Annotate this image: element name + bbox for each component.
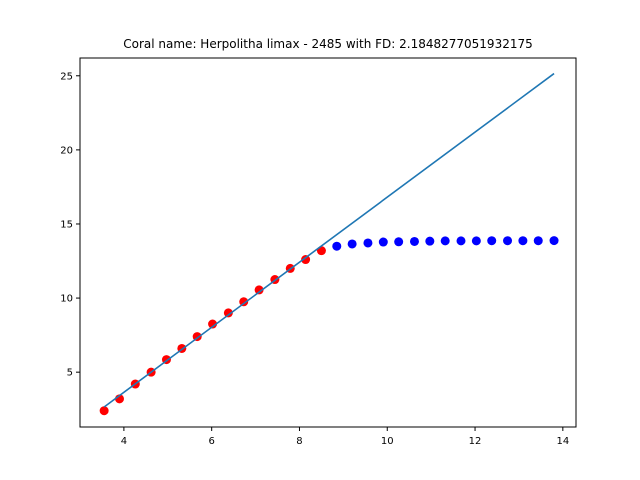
x-tick-label: 4 — [121, 436, 127, 447]
data-point — [301, 255, 311, 265]
data-point — [503, 236, 513, 246]
y-tick-label: 10 — [60, 294, 73, 305]
data-point — [456, 236, 466, 246]
data-point — [223, 308, 233, 318]
x-tick-label: 6 — [208, 436, 214, 447]
x-tick-label: 8 — [296, 436, 302, 447]
data-point — [487, 236, 497, 246]
data-point — [394, 237, 404, 247]
fit-line — [103, 72, 555, 408]
data-point — [347, 239, 357, 249]
chart-title: Coral name: Herpolitha limax - 2485 with… — [123, 37, 533, 51]
y-tick-label: 5 — [67, 368, 73, 379]
data-point — [254, 285, 264, 295]
data-point — [409, 236, 419, 246]
axes: 4 6 8 10 12 14 5 10 15 20 25 — [60, 71, 569, 447]
y-tick-label: 15 — [60, 219, 73, 230]
data-point — [471, 236, 481, 246]
x-tick-label: 12 — [469, 436, 482, 447]
x-tick-label: 10 — [381, 436, 394, 447]
data-point — [533, 236, 543, 246]
y-tick-label: 25 — [60, 71, 73, 82]
plot-area — [99, 72, 559, 416]
data-point — [549, 236, 559, 246]
data-point — [518, 236, 528, 246]
data-point — [99, 406, 109, 416]
data-point — [425, 236, 435, 246]
data-point — [332, 241, 342, 251]
data-point — [208, 319, 218, 329]
y-tick-label: 20 — [60, 145, 73, 156]
x-tick-label: 14 — [556, 436, 569, 447]
data-point — [363, 238, 373, 248]
data-point — [239, 297, 249, 307]
axes-frame — [79, 57, 577, 428]
data-point — [378, 237, 388, 247]
data-point — [440, 236, 450, 246]
